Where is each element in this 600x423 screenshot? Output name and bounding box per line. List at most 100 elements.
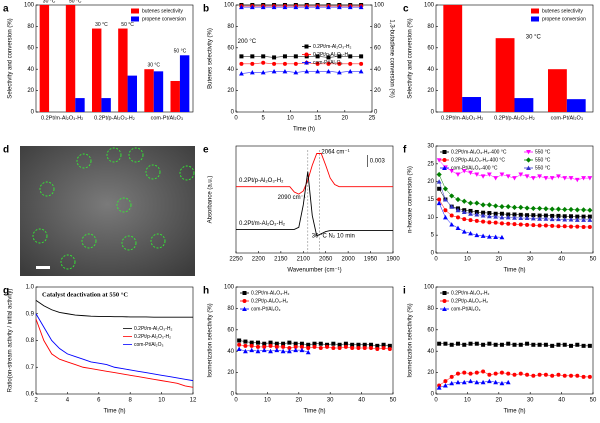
marker [587,374,592,379]
marker [243,339,248,344]
legend-marker [526,150,531,155]
marker [487,341,492,346]
legend-label: com-Pt/Al₂O₃ [134,342,164,348]
marker [286,348,292,354]
marker [525,213,530,218]
y-tick-label: 15 [427,197,434,203]
marker [575,224,580,229]
bar-annotation: 50 °C [121,22,134,28]
marker [474,379,480,385]
panel-label: d [3,145,9,156]
marker [468,341,473,346]
x-axis-label: Wavenumber (cm⁻¹) [287,268,341,274]
marker [549,176,555,181]
bar [179,55,190,112]
x-tick-label: 25 [369,116,376,122]
marker [568,206,574,213]
legend-marker [442,158,447,162]
marker [358,68,364,74]
marker [487,220,492,225]
marker [461,379,467,385]
marker [299,341,304,346]
marker [468,211,473,216]
marker [387,347,392,352]
marker [550,373,555,378]
marker [574,207,580,213]
y-tick-label: 10 [427,215,434,221]
y-tick-label: 80 [27,24,34,30]
y-tick-label: 20 [27,88,34,94]
y-tick-label: 0.8 [26,338,35,344]
marker [518,222,523,227]
marker [326,4,331,10]
marker [268,343,273,348]
marker [480,213,486,218]
annotation: 30 °C [526,35,542,41]
marker [312,344,317,349]
y-tick-label: 60 [427,327,434,333]
panel-label: f [403,145,407,156]
x-tick-label: 1900 [386,257,400,263]
x-tick-label: 2 [34,398,38,404]
marker [461,229,467,234]
y-tick-label: 20 [227,88,234,94]
marker [282,61,287,66]
y2-axis-label: 1,3-butadiene conversion (%) [388,19,394,97]
marker [569,343,574,348]
marker [575,373,580,378]
marker [493,176,499,181]
marker [468,230,473,236]
y-tick-label: 0.6 [26,392,35,398]
marker [337,345,342,350]
x-axis-label: Time (h) [293,127,315,133]
legend-label: 0.2Pt/m-Al₂O₃-H₂ [313,44,351,50]
marker [556,216,561,222]
y-tick-label: 1.0 [26,285,35,291]
marker [525,372,530,377]
peak-label: 2090 cm⁻¹ [278,195,306,201]
y-tick-label: 20 [427,179,434,185]
panel-label: b [203,4,209,15]
legend-label: propene conversion [542,16,586,22]
marker [587,217,593,222]
y-tick-label: 60 [427,45,434,51]
marker [480,233,486,238]
y-tick-label: 80 [427,24,434,30]
marker [437,341,442,346]
y2-tick-label: 20 [374,88,381,94]
marker [537,342,542,347]
marker [239,54,244,59]
series-line [438,188,590,217]
y-tick-label: 40 [427,67,434,73]
legend-label: 0.2Pt/p-Al₂O₃-H₂ [451,298,488,304]
marker [369,342,374,347]
x-axis-label: Time (h) [503,268,525,274]
marker [318,345,323,350]
marker [499,342,504,347]
y-tick-label: 40 [427,349,434,355]
marker [443,341,448,346]
x-tick-label: 10 [158,398,165,404]
marker [239,61,244,66]
marker [306,345,311,350]
y-tick-label: 40 [27,67,34,73]
annotation: 0.003 [370,159,386,165]
marker [375,343,380,348]
marker [268,340,273,345]
legend-label: 0.2Pt/p-Al₂O₃-H₂-400 °C [451,157,505,163]
y-axis-label: Isomerization selectivity (%) [408,303,414,377]
marker [493,220,498,225]
marker [486,202,492,208]
bar [514,98,534,112]
marker [455,371,460,376]
x-tick-label: 40 [358,398,365,404]
marker [499,380,505,386]
marker [549,216,555,222]
legend-label: com-Pt/Al₂O₃ [251,306,281,312]
series-line [35,318,194,388]
marker [556,224,561,229]
marker [293,70,299,75]
x-tick-label: 20 [495,398,502,404]
marker [347,68,353,74]
bar-annotation: 30 °C [43,0,56,4]
